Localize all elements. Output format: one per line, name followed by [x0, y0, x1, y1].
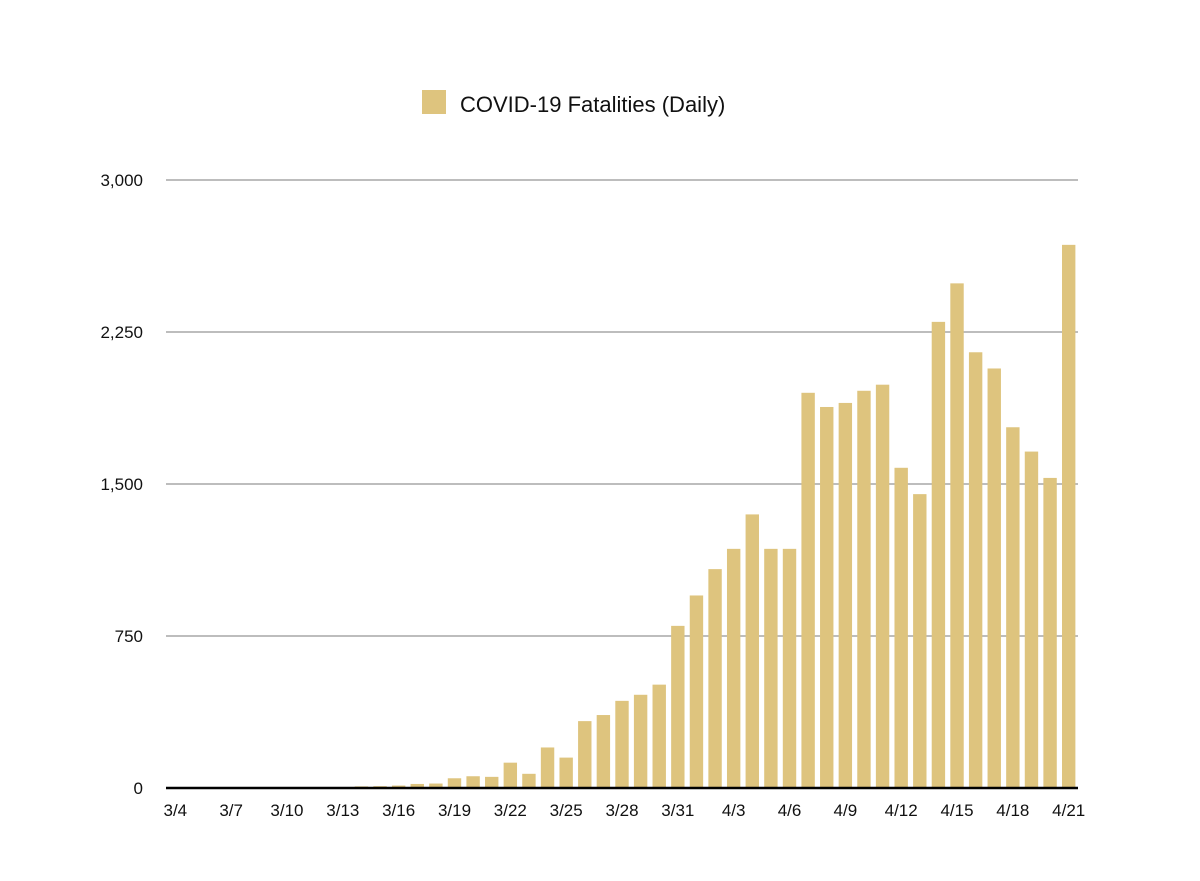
bar	[820, 406, 834, 788]
x-tick-label: 3/16	[382, 801, 415, 820]
x-tick-label: 3/22	[494, 801, 527, 820]
bar	[745, 514, 759, 788]
x-tick-label: 3/28	[605, 801, 638, 820]
x-tick-label: 4/18	[996, 801, 1029, 820]
bar	[708, 569, 722, 788]
x-tick-label: 3/31	[661, 801, 694, 820]
x-tick-label: 4/3	[722, 801, 746, 820]
bar	[559, 757, 573, 788]
bar	[801, 392, 815, 788]
bar	[894, 467, 908, 788]
x-axis-tick-labels: 3/4 3/7 3/10 3/13 3/16 3/19 3/22 3/25 3/28 3/31 4/…	[163, 801, 1085, 820]
bar	[1061, 244, 1076, 788]
bar	[689, 595, 704, 788]
bar	[1024, 451, 1039, 788]
bar	[540, 747, 555, 788]
x-tick-label: 4/15	[940, 801, 973, 820]
bar	[1006, 427, 1020, 788]
y-tick-label: 3,000	[100, 171, 143, 190]
bar	[875, 384, 890, 788]
y-tick-label: 750	[115, 627, 143, 646]
x-tick-label: 3/19	[438, 801, 471, 820]
bar	[447, 778, 462, 788]
bar	[503, 762, 518, 788]
bar	[671, 625, 685, 788]
legend-label: COVID-19 Fatalities (Daily)	[460, 92, 725, 117]
x-tick-label: 4/12	[885, 801, 918, 820]
x-tick-label: 3/10	[270, 801, 303, 820]
y-tick-label: 2,250	[100, 323, 143, 342]
bar	[1043, 477, 1057, 788]
bar	[950, 283, 964, 788]
x-tick-label: 3/7	[219, 801, 243, 820]
x-tick-label: 3/13	[326, 801, 359, 820]
bar	[913, 494, 927, 788]
y-tick-label: 1,500	[100, 475, 143, 494]
bar	[410, 783, 424, 788]
bar	[652, 684, 666, 788]
bar	[485, 776, 499, 788]
bar	[429, 783, 443, 788]
y-tick-label: 0	[134, 779, 143, 798]
x-tick-label: 4/21	[1052, 801, 1085, 820]
bar	[968, 352, 983, 788]
bar	[578, 721, 592, 788]
x-tick-label: 3/25	[550, 801, 583, 820]
bar	[764, 548, 778, 788]
bar	[838, 402, 853, 788]
x-tick-label: 3/4	[163, 801, 187, 820]
bar	[596, 715, 611, 788]
bar	[987, 368, 1001, 788]
bar	[615, 700, 629, 788]
x-tick-label: 4/9	[834, 801, 858, 820]
bar	[726, 548, 741, 788]
legend: COVID-19 Fatalities (Daily)	[422, 90, 725, 117]
bar	[466, 776, 480, 788]
bar	[633, 694, 648, 788]
legend-swatch	[422, 90, 446, 114]
bar	[782, 548, 797, 788]
bar	[522, 773, 536, 788]
y-axis-tick-labels: 0 750 1,500 2,250 3,000	[100, 171, 143, 798]
bars	[168, 244, 1076, 788]
bar	[931, 321, 946, 788]
x-tick-label: 4/6	[778, 801, 802, 820]
bar	[857, 390, 871, 788]
